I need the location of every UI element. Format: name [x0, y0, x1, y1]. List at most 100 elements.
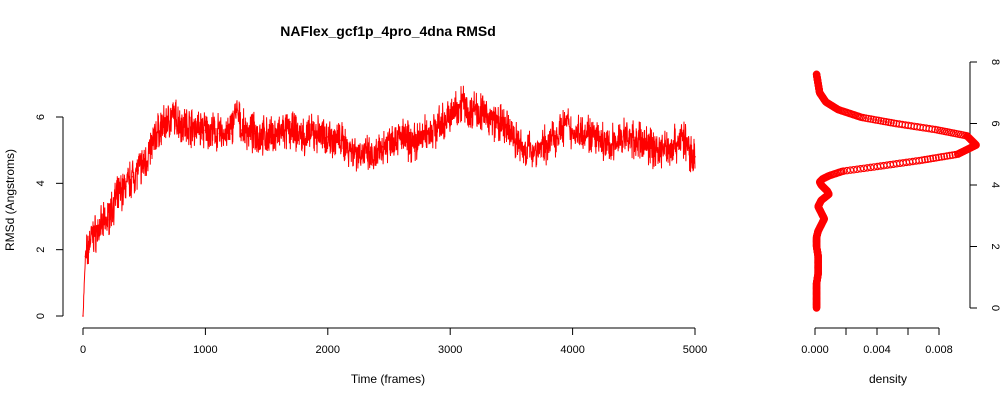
rmsd-point — [473, 106, 476, 108]
rmsd-point — [565, 122, 568, 125]
rmsd-point — [424, 132, 427, 135]
y-tick-label: 0 — [35, 313, 47, 319]
rmsd-point — [84, 255, 87, 258]
rmsd-point — [155, 132, 158, 135]
rmsd-point — [363, 152, 366, 155]
density-point — [932, 154, 940, 162]
y-tick-label: 2 — [35, 247, 47, 253]
rmsd-point — [302, 136, 305, 138]
density-axes: 0.000 0.004 0.008 0 2 4 6 8 — [801, 59, 1000, 356]
density-x-axis-label: density — [869, 372, 907, 386]
chart-title: NAFlex_gcf1p_4pro_4dna RMSd — [280, 23, 496, 39]
rmsd-point — [327, 136, 329, 138]
rmsd-point — [229, 132, 231, 135]
density-series — [812, 70, 980, 312]
y-axis-label: RMSd (Angstroms) — [3, 149, 17, 251]
rmsd-point — [584, 129, 586, 132]
rmsd-point — [161, 126, 164, 128]
rmsd-point — [412, 142, 415, 145]
x-tick-label: 0 — [80, 344, 86, 356]
y-tick-label: 6 — [35, 114, 47, 120]
rmsd-point — [388, 139, 390, 142]
rmsd-point — [314, 132, 317, 135]
rmsd-point — [535, 149, 537, 151]
rmsd-point — [87, 248, 89, 251]
density-y-tick-label: 2 — [989, 243, 1000, 249]
x-tick-label: 4000 — [560, 344, 584, 356]
rmsd-point — [351, 149, 354, 151]
rmsd-point — [91, 235, 94, 238]
density-point — [940, 152, 948, 161]
density-y-tick-label: 4 — [989, 182, 1000, 188]
rmsd-point — [633, 139, 635, 142]
density-point — [812, 70, 821, 79]
density-point — [892, 119, 900, 128]
rmsd-point — [645, 142, 647, 145]
rmsd-point — [510, 132, 513, 135]
rmsd-point — [131, 175, 133, 178]
rmsd-point — [118, 192, 121, 195]
rmsd-point — [143, 162, 145, 165]
rmsd-point — [608, 146, 611, 148]
rmsd-point — [694, 156, 696, 158]
rmsd-point — [100, 225, 103, 228]
density-point — [937, 153, 946, 161]
density-x-tick-label: 0.008 — [925, 344, 953, 356]
rmsd-point — [204, 129, 207, 132]
rmsd-point — [373, 159, 376, 161]
rmsd-point — [216, 132, 219, 135]
rmsd-point — [559, 129, 562, 132]
rmsd-point — [82, 315, 84, 317]
rmsd-point — [137, 169, 139, 171]
rmsd-point — [112, 202, 115, 205]
x-axis-label: Time (frames) — [351, 372, 425, 386]
rmsd-point — [94, 232, 97, 234]
rmsd-point — [498, 122, 500, 125]
rmsd-point — [620, 136, 623, 138]
rmsd-point — [681, 136, 684, 138]
rmsd-point — [596, 139, 598, 142]
rmsd-point — [265, 136, 268, 138]
rmsd-point — [467, 112, 470, 115]
rmsd-point — [669, 146, 672, 148]
x-tick-label: 5000 — [683, 344, 707, 356]
rmsd-point — [688, 149, 690, 151]
rmsd-point — [106, 219, 109, 221]
rmsd-point — [547, 142, 549, 145]
density-point — [943, 152, 951, 160]
rmsd-point — [89, 238, 92, 241]
density-point — [895, 120, 903, 128]
x-tick-label: 1000 — [193, 344, 217, 356]
rmsd-point — [149, 149, 152, 151]
rmsd-point — [253, 132, 256, 135]
density-x-tick-label: 0.000 — [801, 344, 829, 356]
x-tick-label: 2000 — [316, 344, 340, 356]
y-tick-label: 4 — [35, 180, 47, 186]
density-y-tick-label: 6 — [989, 120, 1000, 126]
rmsd-point — [174, 116, 176, 118]
density-y-tick-label: 0 — [989, 305, 1000, 311]
rmsd-series — [82, 85, 696, 317]
rmsd-point — [125, 185, 127, 188]
density-point — [929, 154, 937, 163]
rmsd-point — [382, 146, 384, 148]
x-tick-label: 3000 — [438, 344, 462, 356]
density-x-tick-label: 0.004 — [863, 344, 891, 356]
density-point — [934, 153, 943, 162]
rmsd-point — [278, 132, 280, 135]
rmsd-point — [437, 126, 439, 128]
rmsd-point — [235, 109, 237, 112]
density-point — [918, 156, 926, 164]
rmsd-point — [486, 116, 488, 118]
density-point — [926, 154, 935, 163]
rmsd-point — [571, 132, 574, 135]
density-y-tick-label: 8 — [989, 59, 1000, 65]
rmsd-point — [449, 116, 452, 118]
density-point — [915, 156, 923, 165]
density-point — [921, 155, 929, 164]
main-axes: 0 1000 2000 3000 4000 5000 0 2 4 6 — [35, 114, 707, 356]
rmsd-point — [167, 119, 170, 122]
rmsd-point — [657, 149, 660, 151]
